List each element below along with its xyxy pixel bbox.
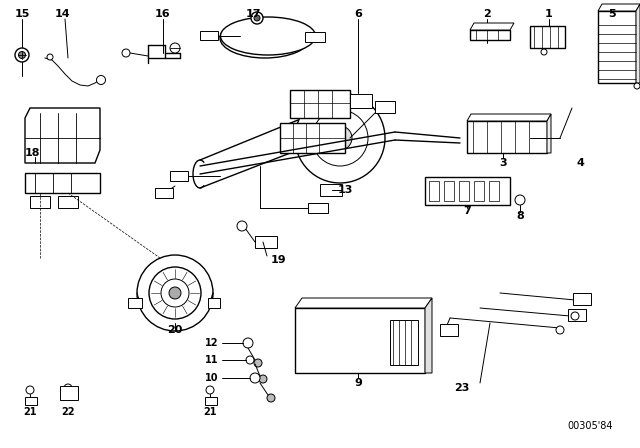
Circle shape	[26, 386, 34, 394]
Bar	[25, 397, 37, 405]
Circle shape	[15, 48, 29, 62]
Text: 6: 6	[354, 9, 362, 19]
Text: 22: 22	[61, 407, 75, 417]
Circle shape	[254, 15, 260, 21]
Text: 19: 19	[270, 255, 286, 265]
Circle shape	[19, 52, 26, 59]
Circle shape	[243, 338, 253, 348]
Bar	[598, 11, 636, 83]
Text: 1: 1	[545, 9, 553, 19]
Bar	[489, 181, 499, 201]
Bar	[467, 121, 547, 153]
Bar	[58, 196, 78, 208]
Bar	[568, 309, 586, 321]
Circle shape	[64, 384, 72, 392]
Bar	[30, 196, 50, 208]
Ellipse shape	[221, 17, 316, 55]
Bar	[290, 90, 350, 118]
Text: 11: 11	[205, 355, 218, 365]
Circle shape	[122, 49, 130, 57]
Bar	[444, 181, 454, 201]
Text: 2: 2	[483, 9, 491, 19]
Bar	[255, 236, 277, 248]
Bar	[308, 203, 328, 213]
Circle shape	[328, 126, 352, 150]
Bar	[60, 386, 78, 400]
Text: 13: 13	[337, 185, 353, 195]
Circle shape	[254, 359, 262, 367]
Circle shape	[312, 110, 368, 166]
Circle shape	[170, 43, 180, 53]
Text: 9: 9	[354, 378, 362, 388]
Text: 17: 17	[245, 9, 260, 19]
Text: 8: 8	[516, 211, 524, 221]
Bar	[155, 188, 173, 198]
Circle shape	[251, 12, 263, 24]
Polygon shape	[295, 298, 432, 308]
Bar	[305, 32, 325, 42]
Text: 15: 15	[14, 9, 29, 19]
Circle shape	[515, 195, 525, 205]
Circle shape	[137, 255, 213, 331]
Bar	[128, 298, 142, 308]
Bar	[25, 173, 100, 193]
Bar	[573, 293, 591, 305]
Bar	[375, 101, 395, 113]
Bar	[200, 31, 218, 40]
Circle shape	[246, 356, 254, 364]
Bar	[280, 123, 345, 153]
Bar	[459, 181, 469, 201]
Bar	[429, 181, 439, 201]
Bar	[350, 94, 372, 108]
Polygon shape	[467, 114, 551, 121]
Polygon shape	[25, 108, 100, 163]
Circle shape	[267, 394, 275, 402]
Text: 20: 20	[167, 325, 182, 335]
Circle shape	[556, 326, 564, 334]
Polygon shape	[547, 114, 551, 153]
Text: 7: 7	[463, 206, 471, 216]
Bar	[390, 320, 418, 365]
Circle shape	[295, 93, 385, 183]
Text: 12: 12	[205, 338, 218, 348]
Circle shape	[47, 54, 53, 60]
Bar	[170, 171, 188, 181]
Text: 14: 14	[54, 9, 70, 19]
Circle shape	[634, 83, 640, 89]
Circle shape	[571, 312, 579, 320]
Circle shape	[206, 386, 214, 394]
Text: 4: 4	[576, 158, 584, 168]
Polygon shape	[425, 298, 432, 373]
Circle shape	[237, 221, 247, 231]
Text: 18: 18	[25, 148, 40, 158]
Circle shape	[541, 49, 547, 55]
Bar	[295, 308, 425, 373]
Text: 00305'84: 00305'84	[567, 421, 612, 431]
Polygon shape	[636, 4, 640, 83]
Bar	[208, 298, 220, 308]
Text: 10: 10	[205, 373, 218, 383]
Text: 23: 23	[454, 383, 470, 393]
Text: 5: 5	[608, 9, 616, 19]
Text: 3: 3	[499, 158, 507, 168]
Text: 21: 21	[204, 407, 217, 417]
Text: 21: 21	[23, 407, 36, 417]
Circle shape	[250, 373, 260, 383]
Bar	[320, 184, 342, 196]
Polygon shape	[470, 23, 514, 30]
Bar	[425, 177, 510, 205]
Polygon shape	[598, 4, 640, 11]
Circle shape	[149, 267, 201, 319]
Polygon shape	[470, 30, 510, 40]
Text: 16: 16	[155, 9, 171, 19]
Bar	[205, 397, 217, 405]
Circle shape	[97, 76, 106, 85]
Circle shape	[169, 287, 181, 299]
Bar	[474, 181, 484, 201]
Bar	[440, 324, 458, 336]
Circle shape	[161, 279, 189, 307]
Bar	[530, 26, 565, 48]
Circle shape	[259, 375, 267, 383]
